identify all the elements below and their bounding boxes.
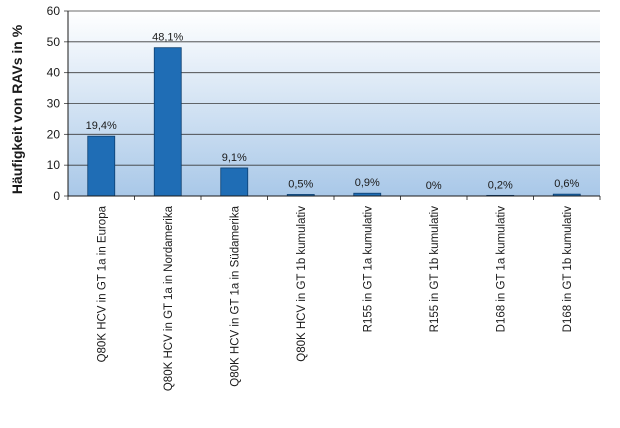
- axes: [67, 11, 601, 200]
- category-labels: Q80K HCV in GT 1a in Europa Q80K HCV in G…: [96, 205, 574, 391]
- category-label: Q80K HCV in GT 1a in Südamerika: [229, 205, 241, 386]
- data-label: 0,2%: [488, 179, 513, 191]
- data-label: 19,4%: [86, 120, 117, 132]
- bar: [220, 167, 249, 197]
- data-label: 48,1%: [152, 32, 183, 44]
- data-labels: 19,4% 48,1% 9,1% 0,5% 0,9% 0% 0,2% 0,6%: [86, 32, 580, 192]
- data-label: 0,5%: [288, 178, 313, 190]
- data-label: 0,9%: [355, 177, 380, 189]
- category-label: Q80K HCV in GT 1a in Europa: [96, 205, 108, 362]
- category-label: Q80K HCV in GT 1b kumulativ: [296, 206, 308, 362]
- bar: [87, 135, 116, 197]
- data-label: 0,6%: [554, 178, 579, 190]
- category-label: R155 in GT 1b kumulativ: [429, 206, 441, 333]
- data-label: 9,1%: [222, 152, 247, 164]
- category-label: D168 in GT 1a kumulativ: [495, 206, 507, 333]
- y-tick-label: 40: [47, 66, 61, 80]
- y-tick-label: 30: [47, 97, 61, 111]
- y-tick-label: 10: [47, 158, 61, 172]
- y-tick-label: 60: [47, 4, 61, 18]
- y-tick-label: 0: [53, 189, 60, 203]
- data-label: 0%: [426, 180, 442, 192]
- y-tick-label: 20: [47, 127, 61, 141]
- y-axis-title: Häufigkeit von RAVs in %: [9, 24, 25, 194]
- y-tick-label: 50: [47, 35, 61, 49]
- category-label: Q80K HCV in GT 1a in Nordamerika: [163, 205, 175, 391]
- bar: [153, 47, 182, 197]
- category-label: D168 in GT 1b kumulativ: [562, 206, 574, 333]
- y-tick-labels: 0 10 20 30 40 50 60: [47, 4, 61, 203]
- category-label: R155 in GT 1a kumulativ: [362, 206, 374, 333]
